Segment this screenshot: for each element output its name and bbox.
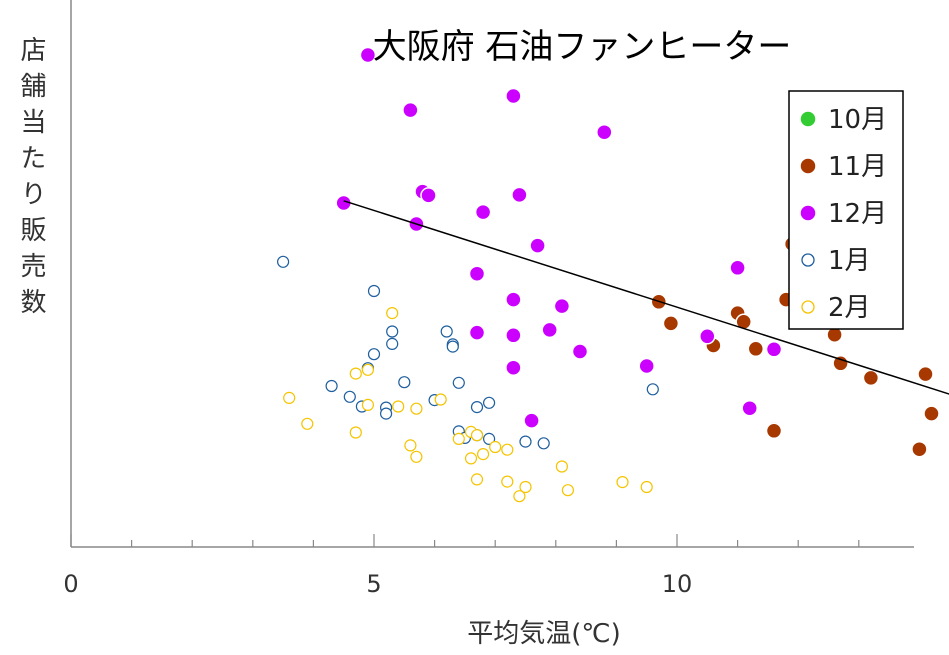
data-point (283, 391, 296, 404)
x-axis-label: 平均気温(℃) (467, 619, 621, 649)
legend-label: 1月 (828, 246, 871, 276)
y-axis-label: 店舗当たり販売数 (16, 36, 46, 324)
data-point (359, 46, 377, 64)
data-point (571, 343, 589, 360)
data-point (523, 412, 540, 429)
data-point (446, 340, 459, 353)
data-point (735, 313, 752, 331)
data-point (729, 259, 746, 277)
legend-label: 2月 (828, 293, 871, 323)
data-point (561, 484, 575, 497)
data-point (505, 87, 522, 105)
data-point (468, 324, 486, 341)
data-point (380, 407, 393, 420)
data-point (474, 203, 492, 221)
data-point (832, 355, 849, 372)
legend-marker (801, 300, 815, 314)
data-point (513, 490, 526, 503)
data-point (301, 417, 314, 430)
data-point (402, 101, 419, 119)
data-point (911, 440, 928, 458)
legend-marker (799, 204, 817, 222)
data-point (434, 393, 447, 406)
data-point (638, 357, 655, 375)
data-point (470, 401, 484, 414)
data-point (452, 432, 465, 445)
legend-label: 12月 (828, 199, 887, 229)
data-point (367, 284, 381, 298)
data-point (662, 315, 680, 332)
data-point (553, 297, 571, 315)
legend-label: 11月 (828, 152, 887, 182)
data-point (386, 337, 399, 350)
data-point (917, 365, 934, 383)
data-point (505, 327, 522, 344)
data-point (361, 398, 374, 411)
data-point (765, 422, 783, 440)
data-point (541, 321, 558, 339)
legend-marker (801, 253, 815, 267)
data-point (470, 473, 484, 486)
x-major-ticks (70, 534, 678, 547)
data-point (699, 328, 716, 345)
data-point (367, 348, 381, 361)
axes: 0510152025 (63, 0, 914, 598)
data-point (477, 448, 490, 461)
data-point (386, 307, 399, 320)
legend: 10月 11月 12月 1月 2月 (788, 90, 904, 330)
data-point (862, 369, 880, 387)
legend-label: 10月 (828, 105, 887, 135)
x-tick-labels: 0510152025 (63, 570, 693, 598)
data-point (741, 399, 758, 417)
legend-marker (799, 157, 817, 175)
data-point (519, 480, 532, 494)
data-point (404, 439, 417, 452)
data-point (410, 402, 423, 415)
x-minor-ticks (131, 540, 860, 547)
data-point (349, 426, 362, 439)
x-tick-label: 10 (662, 570, 693, 598)
data-point (747, 340, 765, 358)
data-point (392, 400, 405, 413)
data-point (505, 359, 522, 376)
data-point (398, 376, 411, 389)
data-point (483, 396, 496, 409)
data-point (765, 341, 783, 358)
data-point (464, 452, 478, 465)
data-point (596, 123, 613, 141)
data-point (361, 363, 374, 376)
data-point (501, 475, 514, 488)
data-point (277, 255, 290, 268)
data-point (511, 186, 528, 204)
data-point (501, 443, 514, 456)
data-point (529, 237, 546, 254)
data-point (410, 450, 423, 463)
x-tick-label: 0 (63, 570, 78, 598)
data-point (555, 460, 569, 473)
data-point (386, 325, 399, 338)
data-point (923, 405, 940, 422)
data-point (483, 432, 496, 445)
data-point (325, 379, 338, 393)
x-tick-label: 5 (366, 570, 381, 598)
data-point (468, 265, 486, 282)
data-point (489, 440, 502, 454)
data-point (537, 437, 550, 450)
data-point (349, 367, 362, 380)
data-point (343, 390, 356, 403)
legend-marker (799, 110, 817, 128)
data-point (646, 383, 659, 396)
data-point (640, 480, 653, 494)
data-point (420, 187, 437, 204)
data-point (452, 376, 465, 389)
data-point (440, 325, 453, 338)
trendline (343, 200, 949, 395)
chart-title: 大阪府 石油ファンヒーター (373, 27, 792, 67)
data-point (470, 429, 484, 442)
data-point (505, 291, 522, 308)
data-point (519, 435, 532, 448)
data-point (616, 476, 629, 489)
